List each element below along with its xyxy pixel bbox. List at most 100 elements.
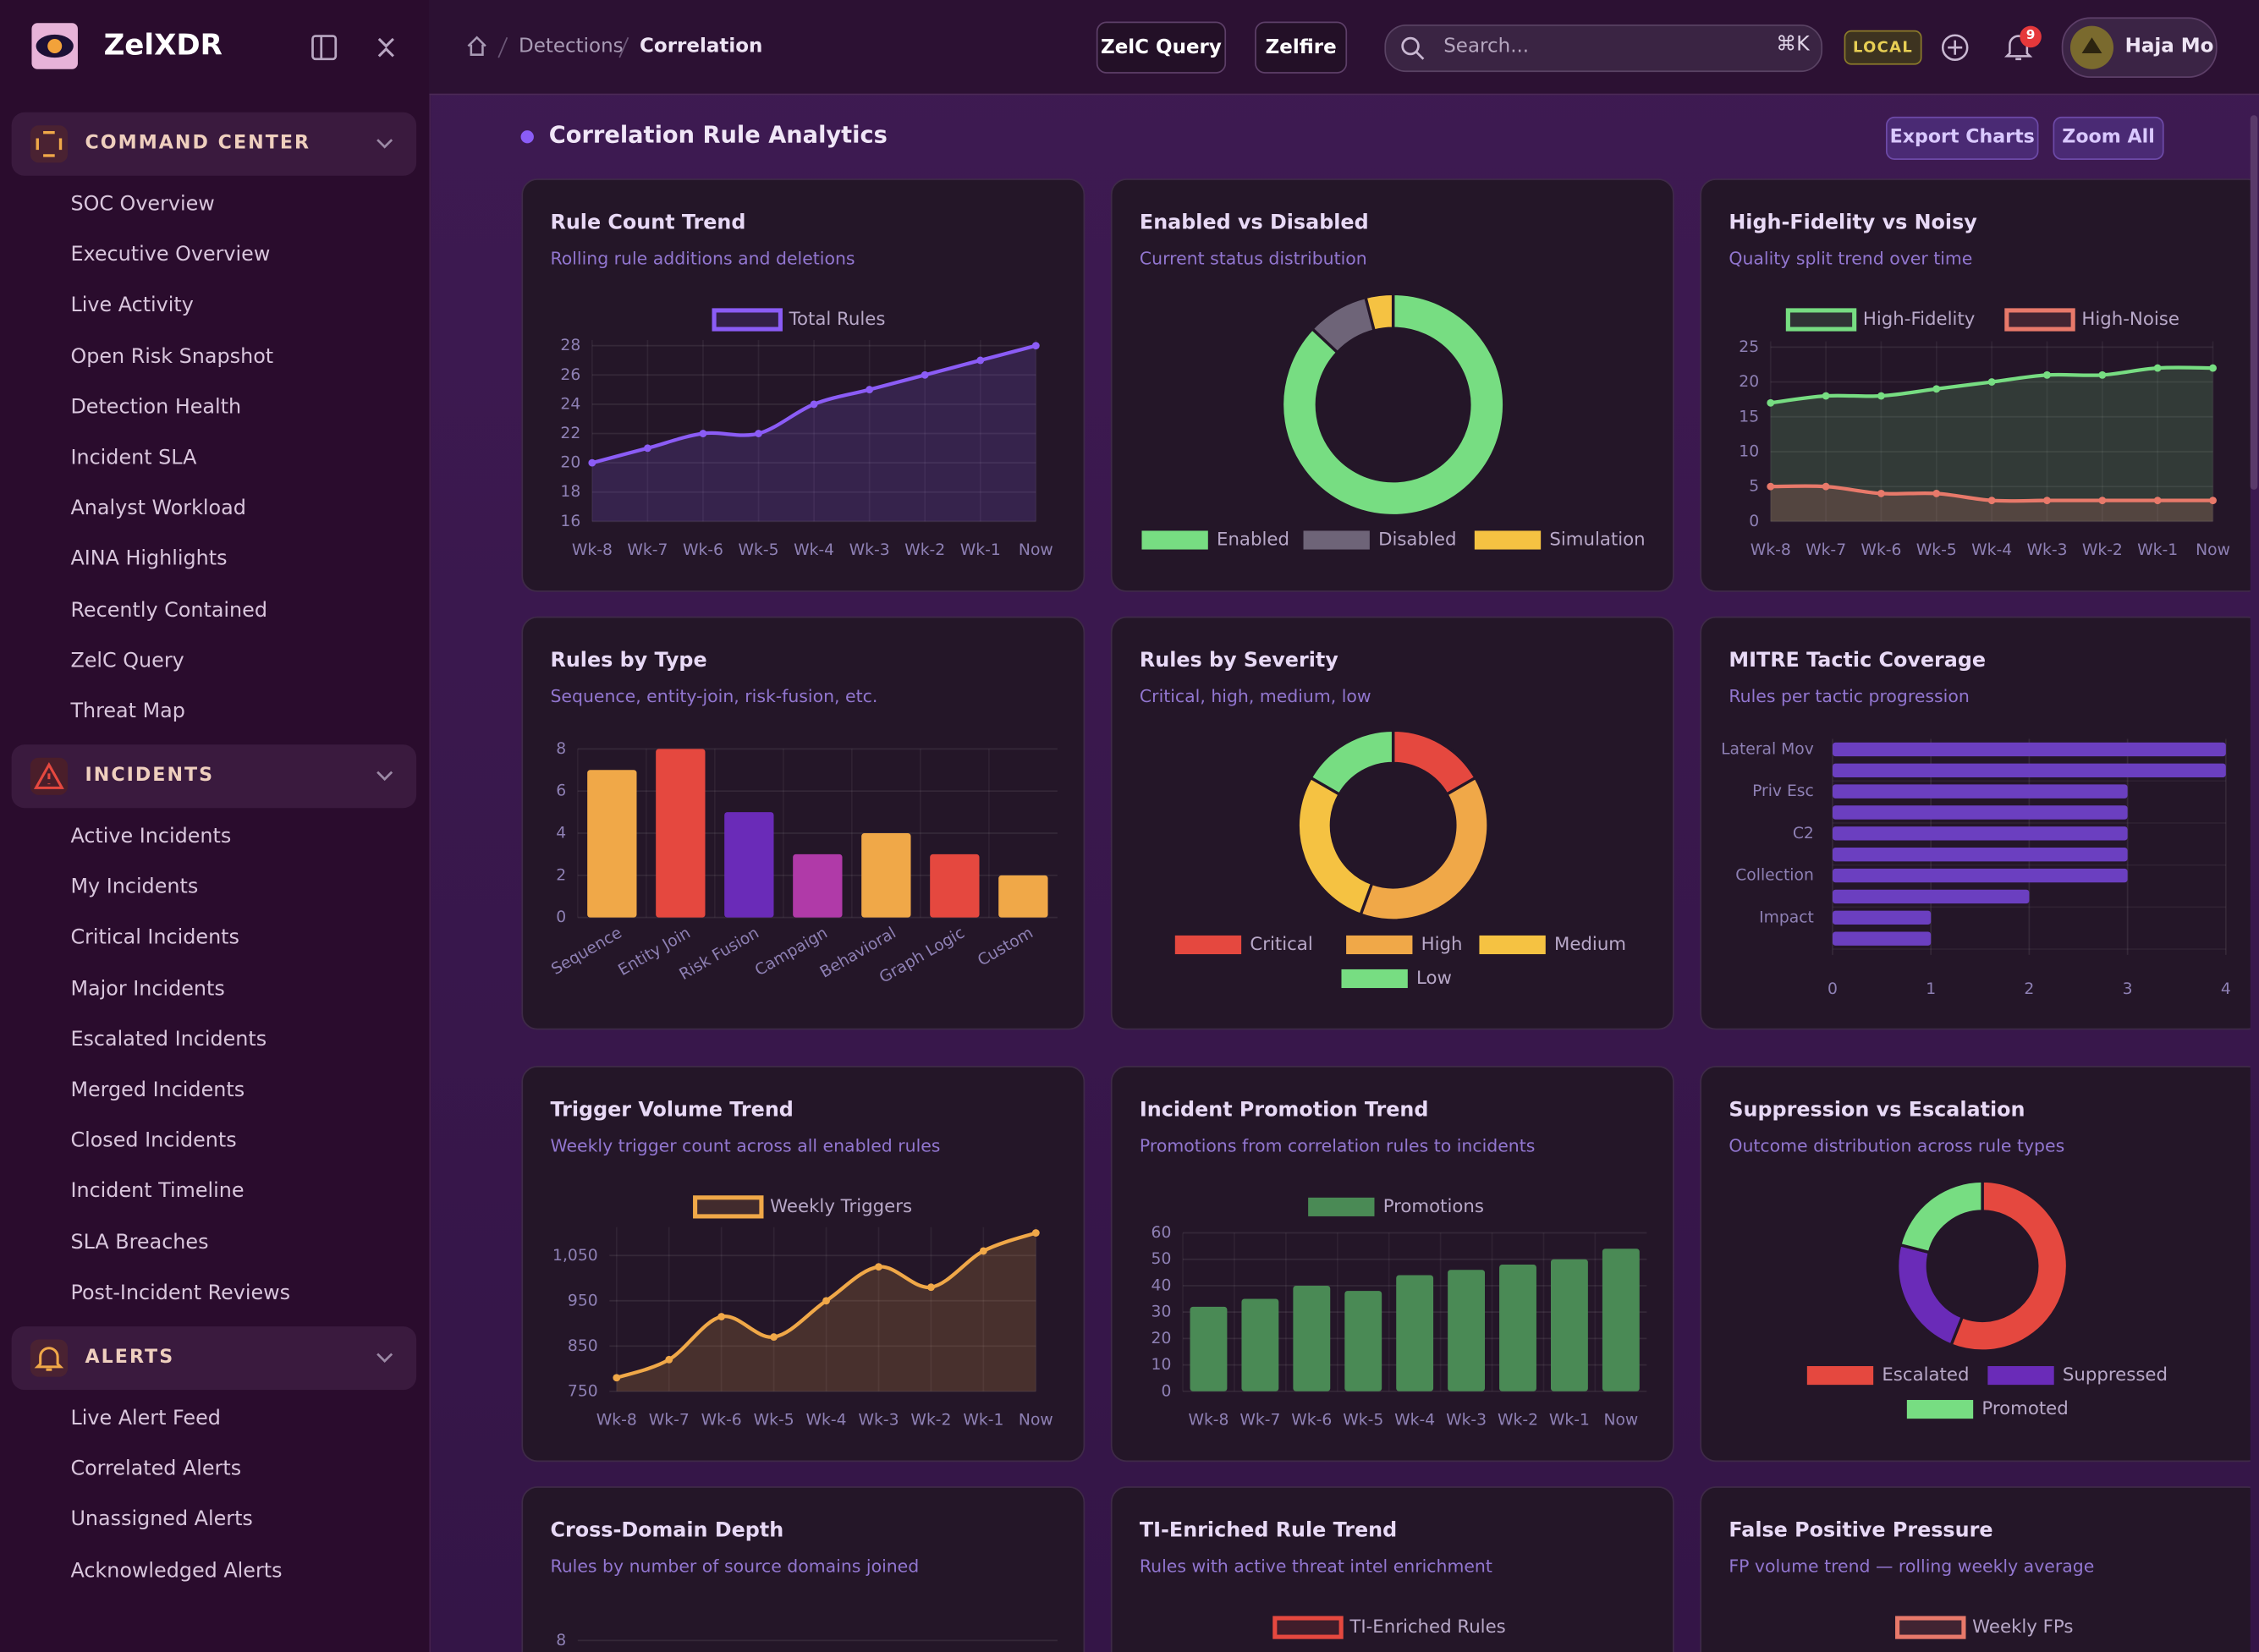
x-tick-label: Custom [975, 925, 1036, 970]
nav-item[interactable]: Threat Map [70, 700, 185, 723]
chart-subtitle: Rules with active threat intel enrichmen… [1140, 1556, 1492, 1577]
point [1822, 392, 1830, 400]
chart-subtitle: Rolling rule additions and deletions [550, 248, 855, 268]
search-box[interactable]: Search... ⌘K [1384, 24, 1823, 73]
x-tick-label: 1 [1926, 980, 1936, 998]
nav-item[interactable]: Incident Timeline [70, 1180, 245, 1204]
chart-title: TI-Enriched Rule Trend [1140, 1518, 1397, 1541]
nav-item[interactable]: ZelC Query [70, 649, 184, 672]
nav-item[interactable]: Escalated Incidents [70, 1028, 267, 1051]
y-tick-label: 4 [556, 825, 566, 842]
nav-item[interactable]: SOC Overview [70, 193, 215, 217]
icon-shape [1948, 40, 1963, 55]
chart-subtitle: Quality split trend over time [1729, 248, 1972, 268]
chart-grid: Rule Count Trend Rolling rule additions a… [429, 95, 2251, 1652]
bar [1293, 1285, 1331, 1391]
x-tick-label: Wk-4 [806, 1411, 847, 1429]
y-tick-label: Lateral Mov [1721, 740, 1814, 758]
collapse-icon[interactable] [373, 33, 399, 62]
chart-card: Cross-Domain Depth Rules by number of sou… [521, 1486, 1086, 1652]
nav-item[interactable]: Critical Incidents [70, 926, 239, 950]
x-tick-label: Wk-8 [1751, 541, 1791, 559]
point [2043, 370, 2051, 379]
env-badge: LOCAL [1844, 30, 1922, 65]
icon-shape [1415, 51, 1425, 60]
x-tick-label: Wk-4 [794, 541, 834, 559]
chart-subtitle: Rules per tactic progression [1729, 686, 1969, 706]
nav-item[interactable]: Recently Contained [70, 598, 267, 622]
x-tick-label: Wk-1 [1549, 1411, 1590, 1429]
y-tick-label: Collection [1735, 867, 1814, 885]
user-pill[interactable]: Haja Mo [2061, 17, 2218, 78]
x-tick-label: Wk-1 [960, 541, 1001, 559]
legend-swatch [1174, 935, 1242, 955]
breadcrumb[interactable]: Detections [519, 34, 624, 58]
nav-item[interactable]: AINA Highlights [70, 547, 228, 571]
x-tick-label: 0 [1828, 980, 1838, 998]
bar [1241, 1298, 1279, 1391]
section-header[interactable]: INCIDENTS [11, 744, 417, 809]
nav-item[interactable]: Closed Incidents [70, 1129, 237, 1153]
chart: Suppression vs Escalation Outcome distrib… [1729, 1097, 2168, 1419]
nav-item[interactable]: Correlated Alerts [70, 1457, 242, 1481]
point [866, 386, 874, 394]
nav-item[interactable]: Incident SLA [70, 446, 197, 470]
user-name: Haja Mo [2124, 34, 2214, 58]
nav-item[interactable]: Live Alert Feed [70, 1407, 221, 1430]
y-tick-label: 850 [568, 1337, 598, 1355]
x-tick-label: Now [1019, 1411, 1053, 1429]
nav-item[interactable]: Unassigned Alerts [70, 1508, 253, 1532]
x-tick-label: Wk-2 [1498, 1411, 1538, 1429]
zoom-button[interactable]: Zoom All [2053, 116, 2164, 160]
doughnut-segment [1280, 292, 1506, 518]
nav-item[interactable]: Executive Overview [70, 244, 271, 267]
nav-item[interactable]: SLA Breaches [70, 1231, 209, 1254]
section-header[interactable]: ALERTS [11, 1326, 417, 1391]
nav-item[interactable]: My Incidents [70, 875, 199, 899]
y-tick-label: 20 [1739, 373, 1759, 391]
separator [497, 36, 508, 58]
nav-item[interactable]: Analyst Workload [70, 497, 246, 520]
chart-card: Suppression vs Escalation Outcome distrib… [1700, 1065, 2251, 1463]
chart-title: High-Fidelity vs Noisy [1729, 210, 1977, 233]
nav-item[interactable]: Live Activity [70, 294, 194, 318]
section-dot [520, 130, 534, 144]
section-header[interactable]: COMMAND CENTER [11, 112, 417, 176]
chart-title: Rule Count Trend [550, 210, 745, 233]
legend-label: Critical [1250, 934, 1312, 955]
legend-label: Total Rules [789, 309, 886, 330]
x-tick-label: Wk-2 [904, 541, 945, 559]
chart-card: False Positive Pressure FP volume trend —… [1700, 1486, 2251, 1652]
button[interactable]: Zelfire [1255, 21, 1348, 74]
toggle-icon[interactable] [310, 33, 338, 62]
x-tick-label: Wk-8 [596, 1411, 637, 1429]
bar [656, 749, 706, 918]
legend-label: Enabled [1217, 530, 1289, 551]
nav-item[interactable]: Detection Health [70, 395, 242, 420]
x-tick-label: Wk-5 [1916, 541, 1957, 559]
y-tick-label: 750 [568, 1382, 598, 1400]
point [665, 1355, 673, 1364]
export-button[interactable]: Export Charts [1885, 116, 2039, 160]
button[interactable]: ZelC Query [1096, 21, 1227, 74]
home-icon[interactable] [465, 35, 488, 58]
x-tick-label: Wk-1 [963, 1411, 1003, 1429]
point [927, 1283, 935, 1292]
nav-item[interactable]: Acknowledged Alerts [70, 1559, 283, 1583]
nav-item[interactable]: Post-Incident Reviews [70, 1282, 291, 1305]
point [1031, 342, 1040, 350]
point [2209, 497, 2217, 505]
nav-item[interactable]: Major Incidents [70, 977, 225, 1001]
bar [1832, 826, 2128, 841]
nav-item[interactable]: Merged Incidents [70, 1078, 245, 1102]
bar [1832, 889, 2030, 904]
point [2043, 497, 2051, 505]
nav-item[interactable]: Open Risk Snapshot [70, 344, 274, 369]
x-tick-label: Now [1019, 541, 1053, 559]
section-icon [30, 1339, 69, 1377]
legend-label: Low [1416, 968, 1452, 989]
doughnut-segment [1308, 728, 1395, 797]
nav-item[interactable]: Active Incidents [70, 825, 232, 848]
point [1031, 1229, 1040, 1237]
add-icon[interactable] [1941, 33, 1970, 62]
